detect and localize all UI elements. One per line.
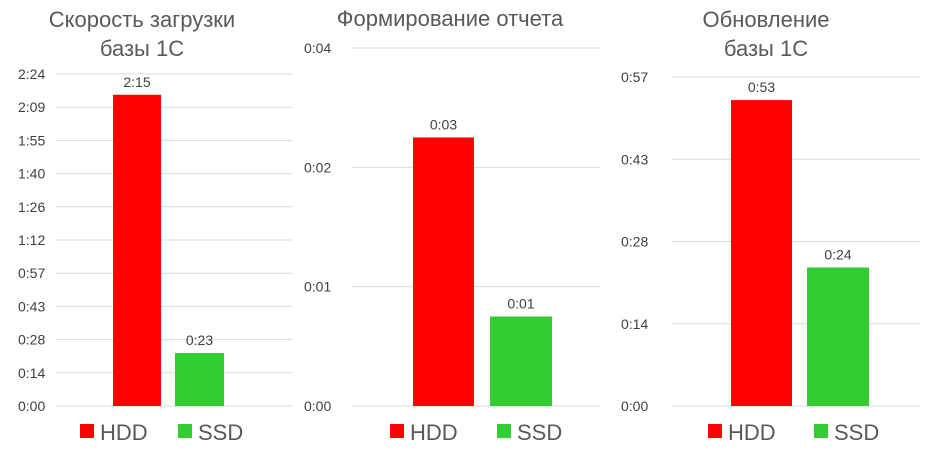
chart-1-ytick-label-3: 0:43 <box>18 298 45 314</box>
chart-3-bar-ssd <box>807 267 869 406</box>
chart-1-legend-label-ssd: SSD <box>198 420 243 445</box>
chart-2-ytick-label-2: 0:02 <box>304 159 331 175</box>
chart-1-legend-label-hdd: HDD <box>100 420 148 445</box>
chart-1-ytick-label-7: 1:40 <box>18 166 45 182</box>
chart-1-legend-swatch-hdd <box>80 424 94 438</box>
chart-1-ytick-label-9: 2:09 <box>18 99 45 115</box>
chart-3-title-line-1: Обновление <box>702 7 829 32</box>
chart-1-data-label-hdd: 2:15 <box>123 74 150 90</box>
chart-2-legend-label-hdd: HDD <box>410 420 458 445</box>
chart-2-title-line-1: Формирование отчета <box>337 6 564 31</box>
chart-3-ytick-label-2: 0:28 <box>621 234 648 250</box>
chart-3-ytick-label-4: 0:57 <box>621 69 648 85</box>
chart-2-bar-ssd <box>490 316 552 406</box>
chart-2-data-label-hdd: 0:03 <box>430 117 457 133</box>
chart-3-ytick-label-0: 0:00 <box>621 398 648 414</box>
chart-3-legend-swatch-hdd <box>708 424 722 438</box>
chart-1-bar-ssd <box>175 352 224 406</box>
chart-1-ytick-label-0: 0:00 <box>18 398 45 414</box>
chart-3-bar-hdd <box>731 100 792 407</box>
chart-3-legend-label-ssd: SSD <box>834 420 879 445</box>
chart-3-legend-label-hdd: HDD <box>728 420 776 445</box>
chart-1-title-line-1: Скорость загрузки <box>49 7 235 32</box>
chart-2-legend-swatch-ssd <box>497 424 511 438</box>
chart-3-data-label-hdd: 0:53 <box>748 79 775 95</box>
chart-1-ytick-label-1: 0:14 <box>18 365 45 381</box>
chart-1-ytick-label-2: 0:28 <box>18 332 45 348</box>
chart-3-ytick-label-3: 0:43 <box>621 151 648 167</box>
chart-1-ytick-label-6: 1:26 <box>18 199 45 215</box>
chart-2-ytick-label-1: 0:01 <box>304 279 331 295</box>
chart-3-legend-swatch-ssd <box>814 424 828 438</box>
chart-1-data-label-ssd: 0:23 <box>186 332 213 348</box>
chart-1-title-line-2: базы 1С <box>100 36 184 61</box>
chart-2-legend-swatch-hdd <box>390 424 404 438</box>
chart-2-legend-label-ssd: SSD <box>517 420 562 445</box>
chart-1-legend-swatch-ssd <box>178 424 192 438</box>
chart-2-data-label-ssd: 0:01 <box>507 296 534 312</box>
chart-3-data-label-ssd: 0:24 <box>824 246 851 262</box>
chart-2-ytick-label-0: 0:00 <box>304 398 331 414</box>
chart-1-bar-hdd <box>113 94 161 406</box>
chart-2-ytick-label-3: 0:04 <box>304 40 331 56</box>
chart-3-ytick-label-1: 0:14 <box>621 316 648 332</box>
chart-1-ytick-label-5: 1:12 <box>18 232 45 248</box>
chart-1-ytick-label-10: 2:24 <box>18 66 45 82</box>
chart-3-title-line-2: базы 1С <box>724 36 808 61</box>
chart-1-ytick-label-4: 0:57 <box>18 265 45 281</box>
chart-2-bar-hdd <box>413 137 474 406</box>
chart-1-ytick-label-8: 1:55 <box>18 132 45 148</box>
